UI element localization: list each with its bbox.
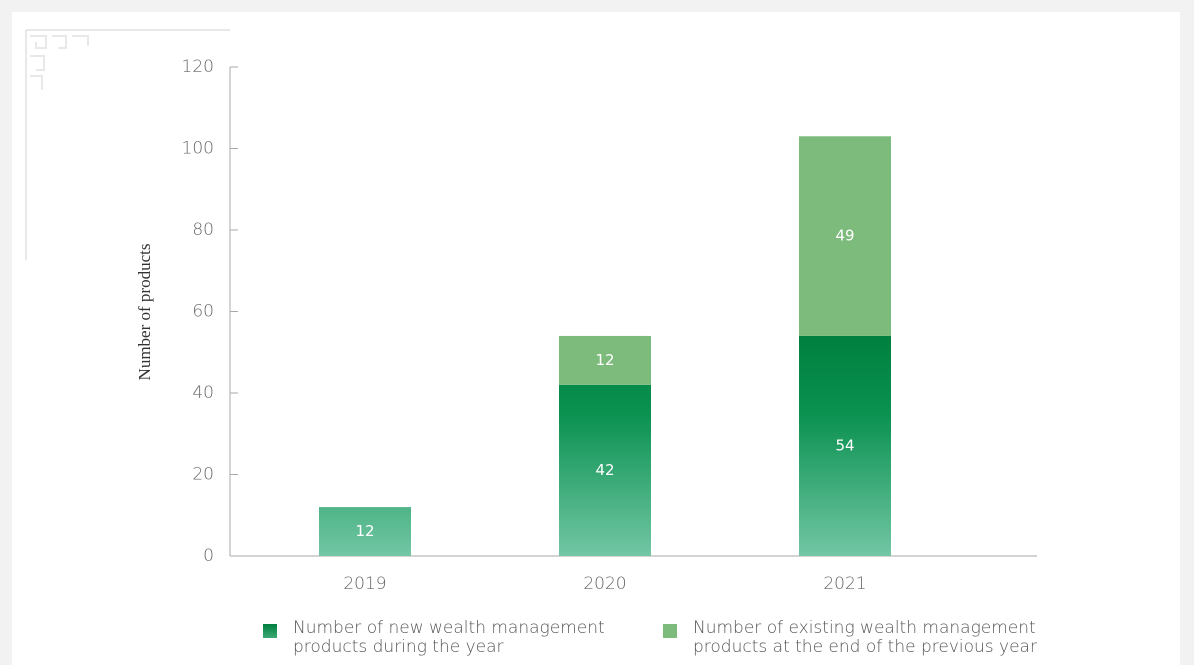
y-tick-label: 40 — [192, 383, 214, 403]
x-tick-label: 2021 — [823, 574, 866, 594]
value-label: 54 — [835, 436, 854, 454]
legend-label: Number of existing wealth management pro… — [693, 619, 1063, 657]
chart: Number of products 0 20 40 60 80 100 120 2019 12… — [0, 0, 1194, 665]
x-tick-label: 2020 — [583, 574, 626, 594]
x-tick-label: 2019 — [343, 574, 386, 594]
y-tick-label: 120 — [182, 57, 214, 77]
y-tick-label: 60 — [192, 302, 214, 322]
y-tick-label: 80 — [192, 220, 214, 240]
y-tick-label: 0 — [203, 546, 214, 566]
value-label: 12 — [595, 351, 614, 369]
value-label: 49 — [835, 227, 854, 245]
y-tick-label: 100 — [182, 139, 214, 159]
y-tick-label: 20 — [192, 465, 214, 485]
legend-item: Number of new wealth management products… — [263, 619, 663, 657]
legend-label: Number of new wealth management products… — [293, 619, 663, 657]
value-label: 42 — [595, 461, 614, 479]
legend-swatch — [263, 624, 277, 638]
value-label: 12 — [355, 522, 374, 540]
page: Number of products 0 20 40 60 80 100 120 2019 12… — [0, 0, 1194, 665]
y-axis-label: Number of products — [135, 244, 154, 381]
legend-item: Number of existing wealth management pro… — [663, 619, 1063, 657]
legend-swatch — [663, 624, 677, 638]
